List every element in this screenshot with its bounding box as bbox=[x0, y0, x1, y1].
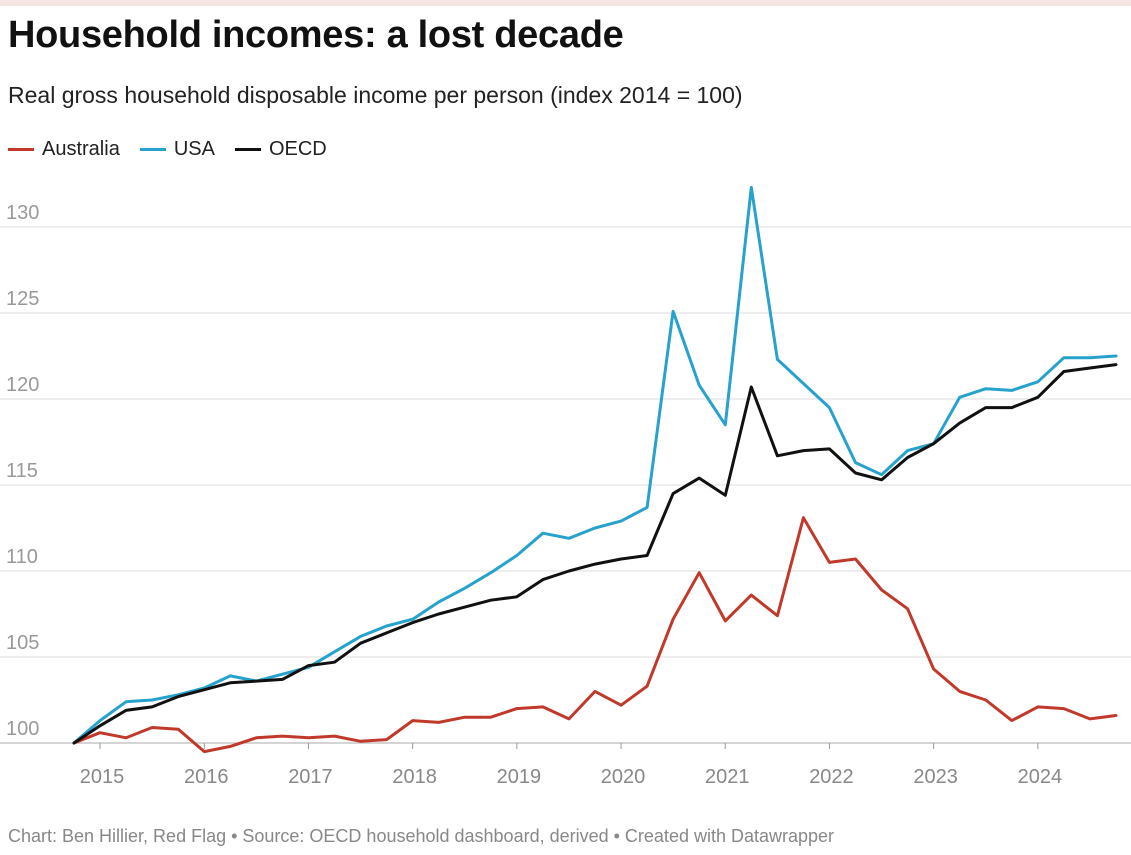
y-tick-label-130: 130 bbox=[6, 202, 39, 224]
y-tick-label-100: 100 bbox=[6, 718, 39, 740]
chart-title: Household incomes: a lost decade bbox=[8, 14, 624, 56]
legend-item-usa: USA bbox=[139, 138, 215, 161]
series-line-usa bbox=[72, 185, 1118, 745]
chart-footer-credit: Chart: Ben Hillier, Red Flag • Source: O… bbox=[8, 826, 835, 846]
y-tick-label-110: 110 bbox=[6, 546, 38, 568]
top-accent-strip bbox=[0, 0, 1131, 6]
legend-item-oecd: OECD bbox=[234, 138, 327, 161]
y-tick-label-125: 125 bbox=[6, 288, 39, 310]
chart-subtitle: Real gross household disposable income p… bbox=[8, 82, 743, 108]
y-tick-label-120: 120 bbox=[6, 374, 39, 396]
series-line-australia bbox=[72, 516, 1118, 754]
legend-swatch-usa bbox=[139, 148, 166, 151]
x-tick-label-2024: 2024 bbox=[1018, 766, 1063, 788]
x-tick-label-2017: 2017 bbox=[288, 766, 333, 788]
legend-swatch-australia bbox=[8, 148, 34, 151]
x-tick-label-2018: 2018 bbox=[392, 766, 437, 788]
legend-label-oecd: OECD bbox=[268, 138, 327, 160]
legend-item-australia: Australia bbox=[8, 138, 120, 161]
x-tick-label-2020: 2020 bbox=[601, 766, 646, 788]
series-line-oecd bbox=[72, 363, 1118, 745]
legend-label-usa: USA bbox=[173, 138, 215, 160]
chart-legend: Australia USA OECD bbox=[8, 138, 327, 161]
x-tick-label-2022: 2022 bbox=[809, 766, 854, 788]
line-chart: 100 105 110 115 120 125 130 2015 2016 2017 2018 201… bbox=[0, 185, 1131, 788]
x-tick-label-2016: 2016 bbox=[184, 766, 229, 788]
legend-label-australia: Australia bbox=[42, 138, 120, 160]
y-tick-label-115: 115 bbox=[6, 460, 38, 482]
x-tick-label-2015: 2015 bbox=[80, 766, 125, 788]
x-tick-label-2021: 2021 bbox=[705, 766, 750, 788]
x-tick-label-2023: 2023 bbox=[913, 766, 958, 788]
y-tick-label-105: 105 bbox=[6, 632, 39, 654]
legend-swatch-oecd bbox=[234, 148, 261, 151]
x-tick-label-2019: 2019 bbox=[497, 766, 542, 788]
